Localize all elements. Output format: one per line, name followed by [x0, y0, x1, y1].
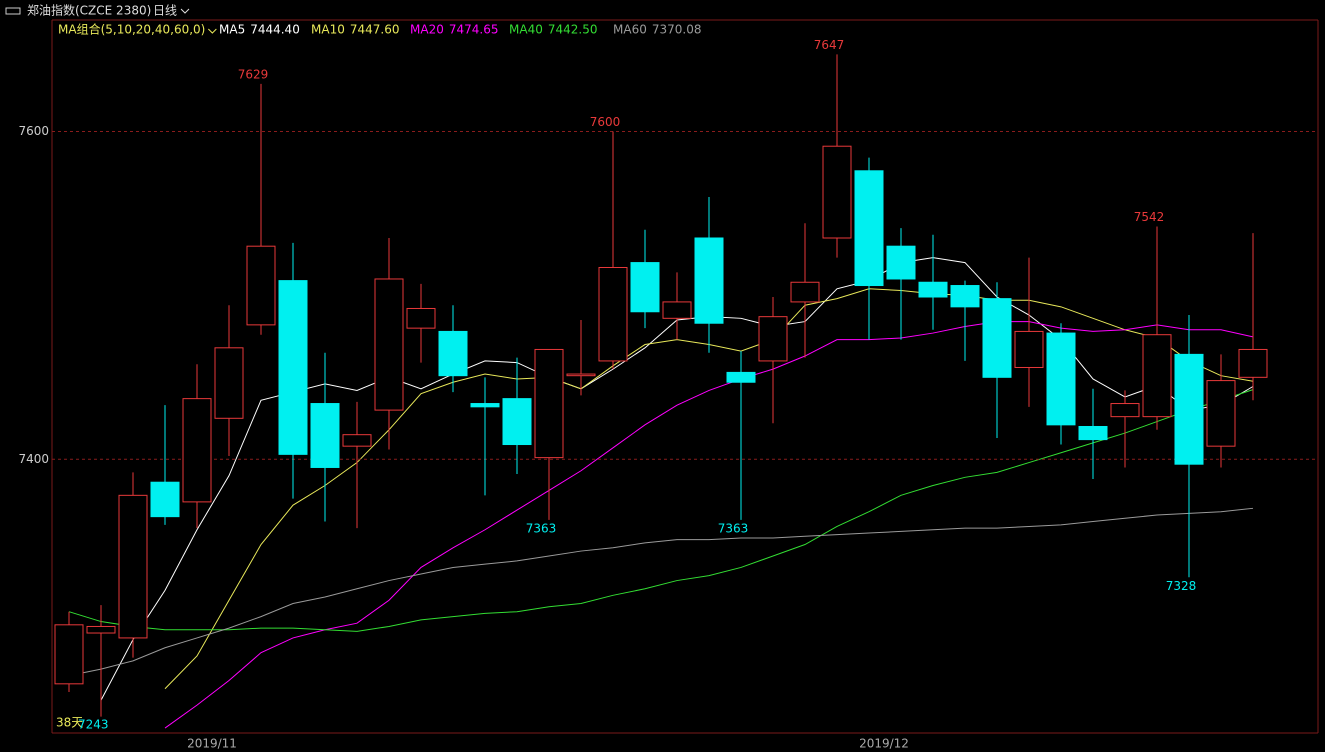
- low-label: 7363: [718, 521, 749, 535]
- candle-body: [630, 262, 660, 313]
- legend-value: 7370.08: [652, 23, 702, 37]
- x-tick-label: 2019/11: [187, 737, 237, 751]
- ma-line: [68, 389, 1254, 632]
- legend-name: MA5: [219, 23, 245, 37]
- period-selector[interactable]: 日线: [153, 4, 177, 18]
- candle-body: [342, 434, 372, 447]
- candle-body: [150, 481, 180, 518]
- high-label: 7600: [590, 115, 621, 129]
- legend-value: 7447.60: [350, 23, 400, 37]
- high-label: 7647: [814, 38, 845, 52]
- header-bar: [0, 0, 1325, 20]
- candle-body: [886, 245, 916, 280]
- high-label: 7542: [1134, 210, 1165, 224]
- x-tick-label: 2019/12: [859, 737, 909, 751]
- candle-body: [694, 237, 724, 324]
- ma-line: [164, 321, 1254, 729]
- legend-name: MA20: [410, 23, 444, 37]
- candle-body: [1206, 380, 1236, 447]
- candle-body: [1142, 334, 1172, 418]
- high-label: 7629: [238, 67, 269, 81]
- candle-body: [950, 285, 980, 308]
- candle-body: [790, 281, 820, 303]
- period-dropdown-arrow[interactable]: [180, 8, 190, 14]
- candle-body: [86, 625, 116, 634]
- legend-value: 7444.40: [250, 23, 300, 37]
- candle-body: [982, 298, 1012, 378]
- ma-line: [68, 507, 1254, 677]
- candle-body: [470, 403, 500, 408]
- candle-body: [278, 280, 308, 455]
- low-label: 7363: [526, 521, 557, 535]
- legend-value: 7442.50: [548, 23, 598, 37]
- candle-body: [726, 371, 756, 383]
- candle-body: [374, 278, 404, 411]
- candle-body: [918, 281, 948, 298]
- candle-body: [566, 373, 596, 377]
- low-label: 7328: [1166, 579, 1197, 593]
- candle-body: [310, 403, 340, 468]
- chart-title: 郑油指数(CZCE 2380): [27, 3, 151, 18]
- indicator-dropdown-arrow: [208, 28, 217, 34]
- legend-value: 7474.65: [449, 23, 499, 37]
- candle-body: [1238, 348, 1268, 378]
- candle-body: [118, 494, 148, 639]
- candle-body: [854, 170, 884, 287]
- candle-body: [1110, 403, 1140, 418]
- candle-body: [598, 267, 628, 362]
- y-tick-label: 7600: [18, 124, 49, 138]
- candle-body: [1078, 425, 1108, 441]
- day-count: 38天: [56, 716, 83, 730]
- y-tick-label: 7400: [18, 452, 49, 466]
- candle-body: [534, 348, 564, 459]
- ma-lines: [68, 257, 1254, 729]
- candle-body: [1174, 353, 1204, 465]
- candle-body: [214, 347, 244, 419]
- legend-name: MA60: [613, 23, 647, 37]
- legend-name: MA10: [311, 23, 345, 37]
- candle-body: [438, 330, 468, 377]
- candle-body: [1014, 330, 1044, 368]
- candle-body: [502, 398, 532, 446]
- indicator-label[interactable]: MA组合(5,10,20,40,60,0): [58, 22, 205, 37]
- range-low-label: 7243: [78, 718, 109, 732]
- window-icon[interactable]: [5, 7, 21, 15]
- candle-body: [758, 316, 788, 362]
- candle-body: [246, 245, 276, 326]
- candle-body: [1046, 332, 1076, 426]
- candle-body: [406, 307, 436, 329]
- candle-body: [822, 145, 852, 239]
- candle-body: [54, 624, 84, 685]
- candle-body: [662, 301, 692, 319]
- legend-name: MA40: [509, 23, 543, 37]
- candle-body: [182, 398, 212, 503]
